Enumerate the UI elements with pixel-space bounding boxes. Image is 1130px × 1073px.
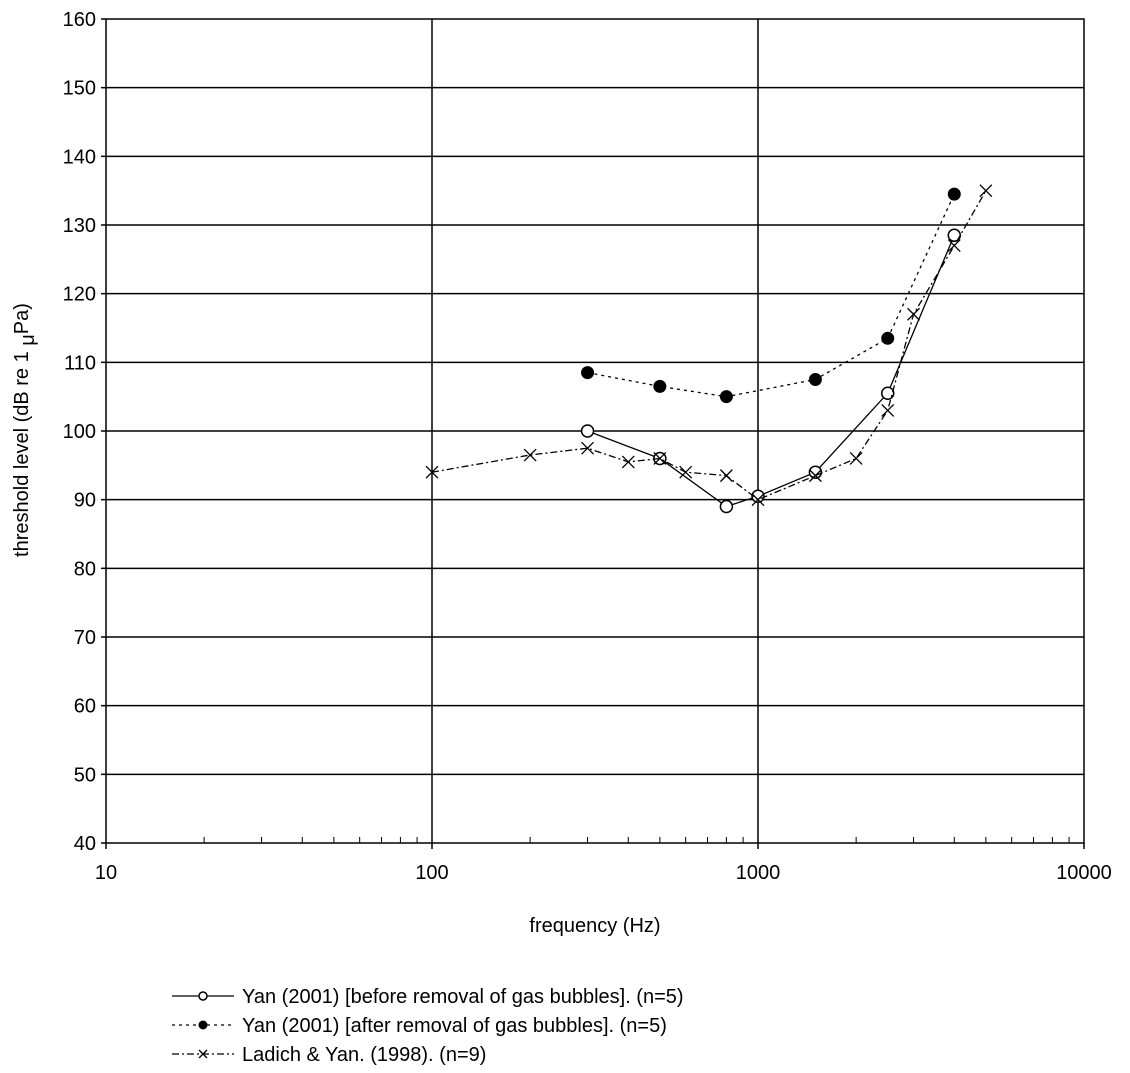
x-minor-ticks: [101, 18, 1085, 849]
series-layer: [425, 184, 993, 514]
y-axis-title-mu: μ: [17, 334, 39, 346]
marker-cross: [425, 465, 439, 479]
marker-cross: [198, 1049, 208, 1059]
marker-filled-circle: [881, 331, 895, 345]
legend-label: Yan (2001) [before removal of gas bubble…: [242, 986, 684, 1008]
y-tick-label: 160: [63, 9, 96, 31]
marker-filled-circle: [719, 390, 733, 404]
marker-cross: [751, 493, 765, 507]
marker-filled-circle: [947, 187, 961, 201]
y-tick-label: 100: [63, 421, 96, 443]
marker-cross: [849, 452, 863, 465]
x-tick-label: 10: [95, 862, 117, 884]
marker-open-circle: [580, 424, 595, 438]
y-axis-title-prefix: threshold level (dB re 1: [11, 346, 33, 557]
marker-cross: [808, 469, 822, 483]
y-tick-label: 80: [74, 558, 96, 580]
marker-open-circle: [719, 499, 734, 514]
legend: Yan (2001) [before removal of gas bubble…: [172, 986, 684, 1066]
series-2: [581, 187, 961, 404]
y-tick-label: 70: [74, 627, 96, 649]
y-axis-title: threshold level (dB re 1 μPa): [11, 303, 39, 557]
grid-lines: [106, 19, 1084, 843]
y-tick-label: 60: [74, 696, 96, 718]
marker-filled-circle: [653, 379, 667, 393]
marker-open-circle: [947, 228, 962, 243]
y-axis-tick-labels: 40 50 60 70 80 90 100 110 120 130 140 150 160: [63, 9, 96, 855]
x-tick-label: 100: [415, 862, 448, 884]
legend-label: Ladich & Yan. (1998). (n=9): [242, 1044, 486, 1066]
y-tick-label: 150: [63, 78, 96, 100]
marker-cross: [653, 452, 667, 465]
marker-filled-circle: [808, 373, 822, 386]
marker-cross: [581, 441, 595, 455]
x-axis-title: frequency (Hz): [529, 915, 660, 937]
legend-item: Yan (2001) [after removal of gas bubbles…: [172, 1015, 667, 1037]
marker-cross: [719, 469, 733, 483]
marker-cross: [523, 448, 537, 462]
y-tick-label: 140: [63, 146, 96, 168]
plot-area-frame: [105, 18, 1085, 844]
legend-label: Yan (2001) [after removal of gas bubbles…: [242, 1015, 667, 1037]
legend-item: Yan (2001) [before removal of gas bubble…: [172, 986, 684, 1008]
marker-cross: [979, 184, 993, 198]
y-tick-label: 110: [64, 352, 96, 374]
marker-filled-circle: [581, 366, 595, 380]
series-3: [425, 184, 993, 507]
marker-cross: [881, 403, 895, 417]
y-tick-label: 50: [74, 764, 96, 786]
marker-open-circle: [880, 386, 895, 400]
legend-item: Ladich & Yan. (1998). (n=9): [172, 1044, 486, 1066]
x-tick-label: 10000: [1056, 862, 1112, 884]
marker-cross: [679, 465, 693, 479]
marker-cross: [947, 239, 961, 253]
x-tick-label: 1000: [736, 862, 781, 884]
marker-cross: [621, 455, 635, 469]
marker-open-circle: [751, 489, 765, 503]
marker-cross: [907, 307, 921, 321]
y-tick-label: 90: [74, 490, 96, 512]
y-tick-label: 120: [63, 284, 96, 306]
y-axis-title-suffix: Pa): [11, 303, 33, 334]
marker-open-circle: [808, 465, 823, 479]
y-tick-label: 130: [63, 215, 96, 237]
marker-open-circle: [198, 991, 208, 1001]
marker-filled-circle: [198, 1020, 208, 1030]
x-axis-tick-labels: 10 100 1000 10000: [95, 862, 1112, 884]
series-line: [431, 190, 987, 501]
y-tick-label: 40: [74, 833, 96, 855]
